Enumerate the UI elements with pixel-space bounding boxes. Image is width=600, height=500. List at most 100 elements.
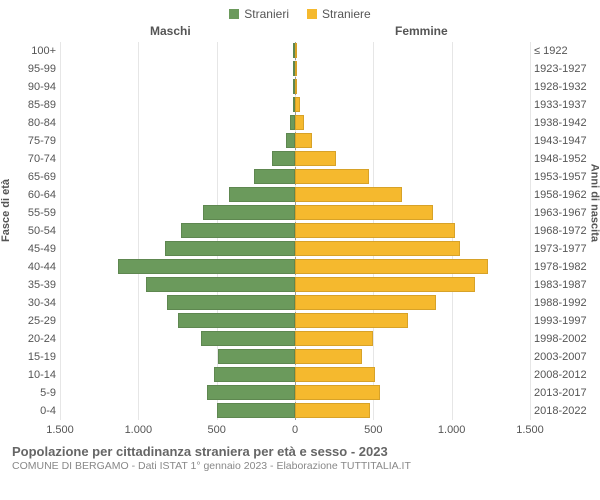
pyramid-row: 100+≤ 1922 (60, 42, 530, 60)
pyramid-row: 5-92013-2017 (60, 384, 530, 402)
age-label: 85-89 (12, 96, 56, 114)
bar-male (118, 259, 295, 274)
age-label: 100+ (12, 42, 56, 60)
chart-subtitle: COMUNE DI BERGAMO - Dati ISTAT 1° gennai… (12, 460, 588, 472)
pyramid-row: 95-991923-1927 (60, 60, 530, 78)
bar-male (146, 277, 295, 292)
age-label: 95-99 (12, 60, 56, 78)
chart-footer: Popolazione per cittadinanza straniera p… (0, 442, 600, 472)
cohort-label: 1938-1942 (534, 114, 598, 132)
bar-area (60, 313, 530, 328)
cohort-label: 2008-2012 (534, 366, 598, 384)
bar-male (229, 187, 295, 202)
bar-area (60, 295, 530, 310)
legend-swatch-female (307, 9, 317, 19)
pyramid-row: 30-341988-1992 (60, 294, 530, 312)
pyramid-row: 15-192003-2007 (60, 348, 530, 366)
bar-area (60, 79, 530, 94)
bar-female (295, 277, 475, 292)
age-label: 35-39 (12, 276, 56, 294)
age-label: 40-44 (12, 258, 56, 276)
age-label: 45-49 (12, 240, 56, 258)
age-label: 50-54 (12, 222, 56, 240)
pyramid-row: 0-42018-2022 (60, 402, 530, 420)
cohort-label: 1988-1992 (534, 294, 598, 312)
cohort-label: 1958-1962 (534, 186, 598, 204)
legend-label-female: Straniere (322, 7, 371, 21)
cohort-label: 1933-1937 (534, 96, 598, 114)
age-label: 90-94 (12, 78, 56, 96)
title-left: Maschi (150, 24, 191, 38)
legend-swatch-male (229, 9, 239, 19)
bar-female (295, 169, 369, 184)
age-label: 5-9 (12, 384, 56, 402)
cohort-label: 1998-2002 (534, 330, 598, 348)
bar-area (60, 385, 530, 400)
pyramid-row: 25-291993-1997 (60, 312, 530, 330)
x-tick-label: 1.500 (46, 424, 74, 436)
pyramid-row: 70-741948-1952 (60, 150, 530, 168)
bar-male (203, 205, 295, 220)
title-right: Femmine (395, 24, 448, 38)
cohort-label: 2018-2022 (534, 402, 598, 420)
x-tick-label: 1.500 (516, 424, 544, 436)
bar-female (295, 97, 300, 112)
bar-female (295, 331, 373, 346)
age-label: 80-84 (12, 114, 56, 132)
column-titles: Maschi Femmine (0, 24, 600, 42)
age-label: 60-64 (12, 186, 56, 204)
bar-area (60, 223, 530, 238)
pyramid-row: 20-241998-2002 (60, 330, 530, 348)
bar-female (295, 43, 297, 58)
bar-area (60, 367, 530, 382)
pyramid-row: 45-491973-1977 (60, 240, 530, 258)
bar-area (60, 61, 530, 76)
y-axis-title-left: Fasce di età (0, 179, 12, 242)
bar-male (272, 151, 296, 166)
bar-female (295, 403, 370, 418)
pyramid-row: 40-441978-1982 (60, 258, 530, 276)
cohort-label: 1973-1977 (534, 240, 598, 258)
chart-title: Popolazione per cittadinanza straniera p… (12, 444, 588, 459)
cohort-label: 2003-2007 (534, 348, 598, 366)
bar-female (295, 349, 362, 364)
bar-area (60, 151, 530, 166)
age-label: 20-24 (12, 330, 56, 348)
bar-area (60, 133, 530, 148)
bar-female (295, 241, 460, 256)
pyramid-row: 10-142008-2012 (60, 366, 530, 384)
bar-female (295, 115, 304, 130)
bar-male (286, 133, 295, 148)
pyramid-row: 85-891933-1937 (60, 96, 530, 114)
bar-area (60, 403, 530, 418)
legend-label-male: Stranieri (244, 7, 289, 21)
bar-area (60, 349, 530, 364)
x-tick-label: 500 (207, 424, 225, 436)
age-label: 70-74 (12, 150, 56, 168)
bar-area (60, 43, 530, 58)
cohort-label: 1978-1982 (534, 258, 598, 276)
cohort-label: 1943-1947 (534, 132, 598, 150)
x-tick-label: 1.000 (125, 424, 153, 436)
bar-male (165, 241, 295, 256)
bar-area (60, 97, 530, 112)
bar-male (201, 331, 295, 346)
age-label: 65-69 (12, 168, 56, 186)
x-tick-label: 0 (292, 424, 298, 436)
bar-female (295, 223, 455, 238)
age-label: 30-34 (12, 294, 56, 312)
age-label: 25-29 (12, 312, 56, 330)
cohort-label: 1928-1932 (534, 78, 598, 96)
cohort-label: 1948-1952 (534, 150, 598, 168)
pyramid-row: 75-791943-1947 (60, 132, 530, 150)
cohort-label: 1983-1987 (534, 276, 598, 294)
cohort-label: 1953-1957 (534, 168, 598, 186)
age-label: 55-59 (12, 204, 56, 222)
plot-area: 100+≤ 192295-991923-192790-941928-193285… (60, 42, 530, 420)
bar-male (167, 295, 295, 310)
age-label: 15-19 (12, 348, 56, 366)
pyramid-row: 80-841938-1942 (60, 114, 530, 132)
pyramid-row: 90-941928-1932 (60, 78, 530, 96)
bar-area (60, 331, 530, 346)
bar-female (295, 205, 433, 220)
